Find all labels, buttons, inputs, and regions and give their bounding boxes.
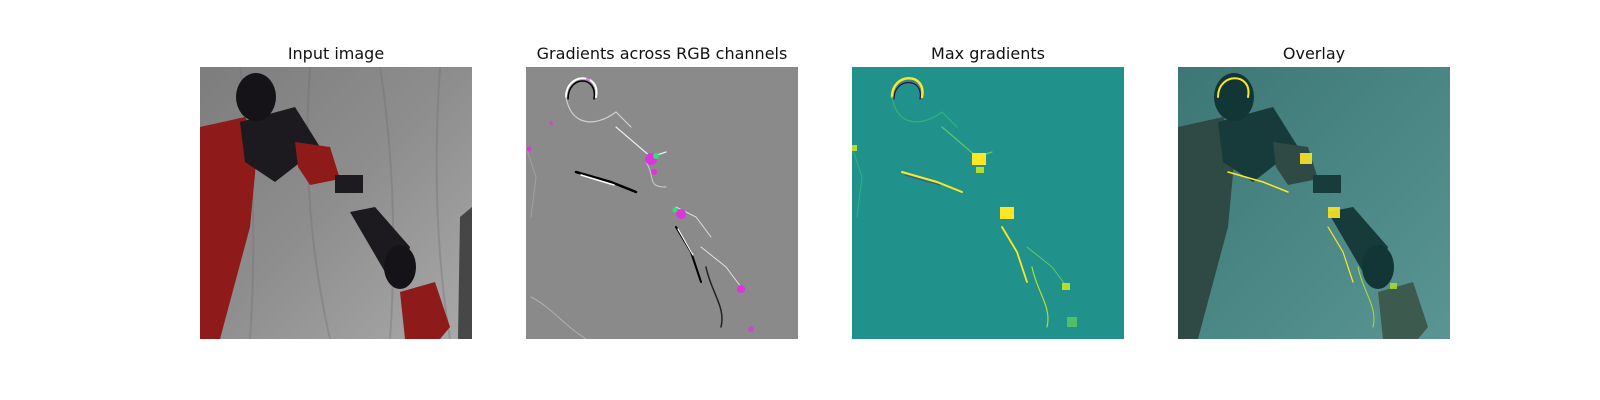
max-gradient-heatmap (852, 67, 1124, 339)
overlay-image (1178, 67, 1450, 339)
panel-overlay: Overlay (1178, 0, 1450, 400)
rgb-gradient-image (526, 67, 798, 339)
panel-title: Gradients across RGB channels (536, 44, 788, 63)
panel-title: Max gradients (931, 44, 1045, 63)
panel-max-gradients: Max gradients (852, 0, 1124, 400)
panel-title: Overlay (1282, 44, 1346, 63)
panel-title: Input image (287, 44, 385, 63)
panel-rgb-gradients: Gradients across RGB channels (526, 0, 798, 400)
panel-input-image: Input image (200, 0, 472, 400)
input-image (200, 67, 472, 339)
